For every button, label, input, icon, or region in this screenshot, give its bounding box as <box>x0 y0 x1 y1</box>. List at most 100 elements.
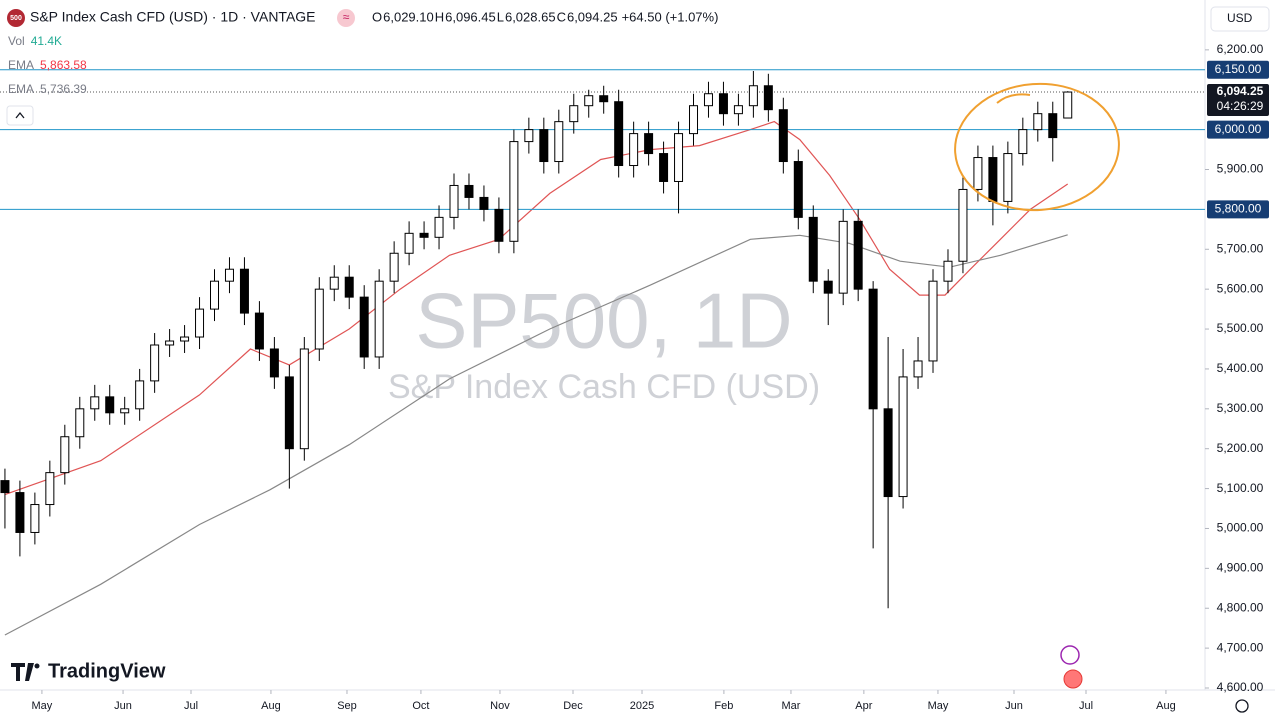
candle-body <box>210 280 220 310</box>
x-tick-label: May <box>928 700 949 712</box>
candle-body <box>239 268 249 314</box>
watermark: SP500, 1D <box>415 277 792 365</box>
indicator-name: Vol <box>8 34 25 48</box>
candle-body <box>509 141 519 242</box>
annotation-ellipse <box>954 82 1120 212</box>
y-tick-label: 5,700.00 <box>1217 241 1264 255</box>
candle-body <box>314 288 324 350</box>
y-tick-label: 5,100.00 <box>1217 481 1264 495</box>
candle-body <box>838 220 848 294</box>
candle-body <box>569 105 579 123</box>
candle-body <box>165 340 175 346</box>
candle-body <box>898 376 908 498</box>
candle-body <box>269 348 279 378</box>
candle-body <box>988 157 998 202</box>
event-flag[interactable] <box>1063 669 1083 689</box>
candle-body <box>883 408 893 498</box>
candle-body <box>0 480 10 494</box>
y-tick-label: 5,300.00 <box>1217 401 1264 415</box>
candle-body <box>150 344 160 382</box>
candle-body <box>853 220 863 290</box>
candle-body <box>674 133 684 182</box>
candle-body <box>928 280 938 362</box>
x-tick-label: Jul <box>1079 700 1093 712</box>
candle-body <box>943 260 953 282</box>
ema-line <box>4 234 1068 636</box>
ohlc-key: O <box>372 9 382 24</box>
ohlc-value: 6,096.45 <box>445 9 496 24</box>
y-tick-label: 5,000.00 <box>1217 521 1264 535</box>
candle-body <box>748 85 758 107</box>
compare-icon-glyph: ≈ <box>343 10 350 24</box>
candle-body <box>434 216 444 238</box>
symbol-logo <box>7 9 25 27</box>
level-label-box <box>1207 60 1269 79</box>
indicator-name: EMA <box>8 58 34 72</box>
y-tick-label: 4,700.00 <box>1217 640 1264 654</box>
candle-body <box>958 188 968 262</box>
candle-body <box>75 408 85 438</box>
symbol-logo-text: 500 <box>10 15 22 22</box>
indicator-value: 41.4K <box>31 34 62 48</box>
candle-body <box>778 109 788 163</box>
level-label: 6,000.00 <box>1215 122 1262 136</box>
candle-body <box>224 268 234 282</box>
ohlc-change: +64.50 (+1.07%) <box>622 9 719 24</box>
candle-body <box>554 121 564 163</box>
candle-body <box>105 396 115 414</box>
candle-body <box>659 153 669 182</box>
level-label: 5,800.00 <box>1215 202 1262 216</box>
x-tick-label: Sep <box>337 700 357 712</box>
candle-body <box>973 157 983 190</box>
candle-body <box>793 161 803 218</box>
x-tick-label: Aug <box>1156 700 1176 712</box>
compare-icon[interactable] <box>337 9 355 27</box>
y-tick-label: 6,200.00 <box>1217 42 1264 56</box>
level-label-box <box>1207 120 1269 139</box>
level-label-box <box>1207 200 1269 219</box>
currency-button[interactable] <box>1210 6 1270 32</box>
x-tick-label: Dec <box>563 700 583 712</box>
last-price-label: 6,094.25 <box>1217 84 1264 98</box>
y-tick-label: 4,900.00 <box>1217 561 1264 575</box>
x-tick-label: Apr <box>855 700 872 712</box>
candle-body <box>614 101 624 167</box>
x-tick-label: Feb <box>714 700 733 712</box>
candle-body <box>644 133 654 155</box>
x-tick-label: Jul <box>184 700 198 712</box>
symbol-title[interactable]: S&P Index Cash CFD (USD) · 1D · VANTAGE <box>30 9 316 25</box>
candle-body <box>284 376 294 450</box>
indicator-value: 5,863.58 <box>40 58 87 72</box>
ohlc-value: 6,029.10 <box>383 9 434 24</box>
candle-body <box>913 360 923 378</box>
ema-line <box>4 120 1069 496</box>
candle-body <box>329 276 339 290</box>
settings-icon[interactable] <box>1235 699 1249 713</box>
x-tick-label: Mar <box>781 700 800 712</box>
indicator-legend: Vol 41.4K EMA 5,863.58 EMA 5,736.39 <box>8 34 87 96</box>
candle-body <box>15 492 25 533</box>
candle-body <box>494 208 504 242</box>
event-icon[interactable] <box>1060 645 1080 665</box>
candle-body <box>718 93 728 115</box>
x-tick-label: Aug <box>261 700 281 712</box>
collapse-button[interactable] <box>6 105 34 126</box>
indicator-value: 5,736.39 <box>40 82 87 96</box>
candle-body <box>1033 113 1043 131</box>
ohlc-key: C <box>557 9 566 24</box>
candle-body <box>689 105 699 135</box>
candle-body <box>1018 129 1028 155</box>
countdown-label: 04:26:29 <box>1217 99 1264 113</box>
candle-body <box>60 436 70 474</box>
x-tick-label: May <box>32 700 53 712</box>
candle-body <box>524 129 534 143</box>
candle-body <box>1048 113 1058 139</box>
x-tick-label: 2025 <box>630 700 654 712</box>
candle-body <box>419 232 429 238</box>
y-tick-label: 5,200.00 <box>1217 441 1264 455</box>
candle-body <box>763 85 773 111</box>
candle-body <box>180 336 190 342</box>
ohlc-legend: O 6,029.10 H 6,096.45 L 6,028.65 C 6,094.25 +64.… <box>372 9 718 24</box>
